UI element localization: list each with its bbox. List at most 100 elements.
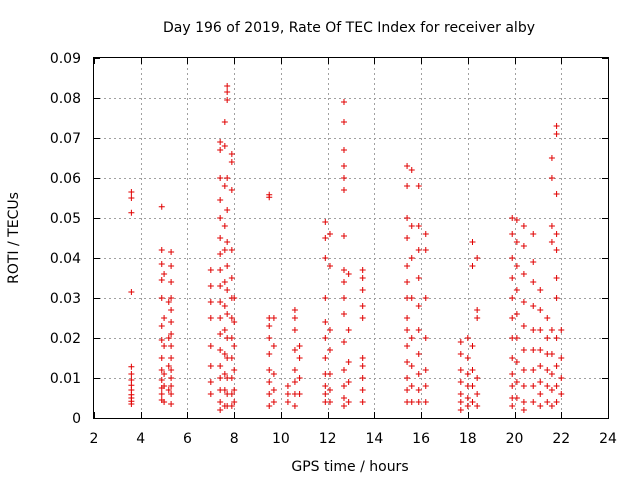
data-point (548, 239, 555, 245)
data-point (217, 363, 224, 369)
data-point (221, 371, 228, 377)
data-point (509, 403, 516, 409)
data-point (266, 403, 273, 409)
data-point (322, 219, 329, 225)
data-point (457, 379, 464, 385)
data-point (270, 399, 277, 405)
data-point (231, 295, 238, 301)
data-point (553, 335, 560, 341)
data-point (217, 139, 224, 145)
data-point (161, 399, 168, 405)
data-point (158, 247, 165, 253)
data-point (161, 383, 168, 389)
data-point (217, 283, 224, 289)
data-point (221, 143, 228, 149)
data-point (296, 391, 303, 397)
data-point (530, 303, 537, 309)
data-point (537, 391, 544, 397)
data-point (161, 271, 168, 277)
data-point (345, 359, 352, 365)
data-point (415, 247, 422, 253)
data-point (291, 403, 298, 409)
data-point (326, 387, 333, 393)
data-point (217, 375, 224, 381)
data-point (158, 277, 165, 283)
data-point (513, 395, 520, 401)
data-point (224, 287, 231, 293)
data-point (326, 371, 333, 377)
data-point (469, 239, 476, 245)
y-tick-label: 0.03 (50, 291, 81, 307)
x-tick-label: 20 (506, 431, 524, 447)
data-point (544, 399, 551, 405)
data-point (322, 295, 329, 301)
data-point (231, 367, 238, 373)
data-point (221, 303, 228, 309)
data-point (224, 83, 231, 89)
data-point (345, 379, 352, 385)
data-point (128, 371, 135, 377)
data-point (291, 347, 298, 353)
data-point (553, 399, 560, 405)
data-point (207, 299, 214, 305)
data-point (469, 383, 476, 389)
data-point (359, 315, 366, 321)
data-point (270, 343, 277, 349)
data-point (158, 323, 165, 329)
data-point (165, 335, 172, 341)
data-point (359, 303, 366, 309)
data-point (422, 367, 429, 373)
data-point (228, 335, 235, 341)
data-point (530, 279, 537, 285)
data-point (544, 367, 551, 373)
data-point (207, 363, 214, 369)
data-point (415, 399, 422, 405)
y-tick-label: 0.06 (50, 171, 81, 187)
data-point (340, 233, 347, 239)
data-point (340, 383, 347, 389)
data-point (228, 403, 235, 409)
data-point (415, 371, 422, 377)
data-point (509, 371, 516, 377)
data-point (520, 271, 527, 277)
data-point (207, 315, 214, 321)
data-point (359, 267, 366, 273)
data-point (217, 399, 224, 405)
data-point (469, 399, 476, 405)
data-point (217, 315, 224, 321)
data-point (168, 331, 175, 337)
data-point (457, 407, 464, 413)
data-point (469, 263, 476, 269)
x-tick-label: 6 (183, 431, 192, 447)
data-point (266, 194, 273, 201)
data-point (415, 183, 422, 189)
data-point (326, 347, 333, 353)
data-point (168, 263, 175, 269)
data-point (326, 231, 333, 237)
data-point (537, 363, 544, 369)
data-point (284, 391, 291, 397)
x-tick-label: 2 (90, 431, 99, 447)
data-point (359, 399, 366, 405)
data-point (231, 343, 238, 349)
data-point (513, 379, 520, 385)
data-point (161, 343, 168, 349)
data-point (340, 175, 347, 181)
data-point (340, 119, 347, 125)
data-point (158, 337, 165, 343)
data-point (228, 151, 235, 157)
y-tick-label: 0.05 (50, 211, 81, 227)
data-point (217, 175, 224, 181)
data-point (345, 399, 352, 405)
data-point (530, 327, 537, 333)
data-point (415, 327, 422, 333)
y-tick-labels: 0 0.01 0.02 0.03 0.04 0.05 0.06 0.07 0.08 0.09 (50, 51, 81, 427)
data-point (228, 391, 235, 397)
data-point (408, 295, 415, 301)
data-point (544, 335, 551, 341)
data-point (270, 387, 277, 393)
data-point (544, 383, 551, 389)
data-point (340, 403, 347, 409)
data-point (270, 315, 277, 321)
data-point (513, 335, 520, 341)
